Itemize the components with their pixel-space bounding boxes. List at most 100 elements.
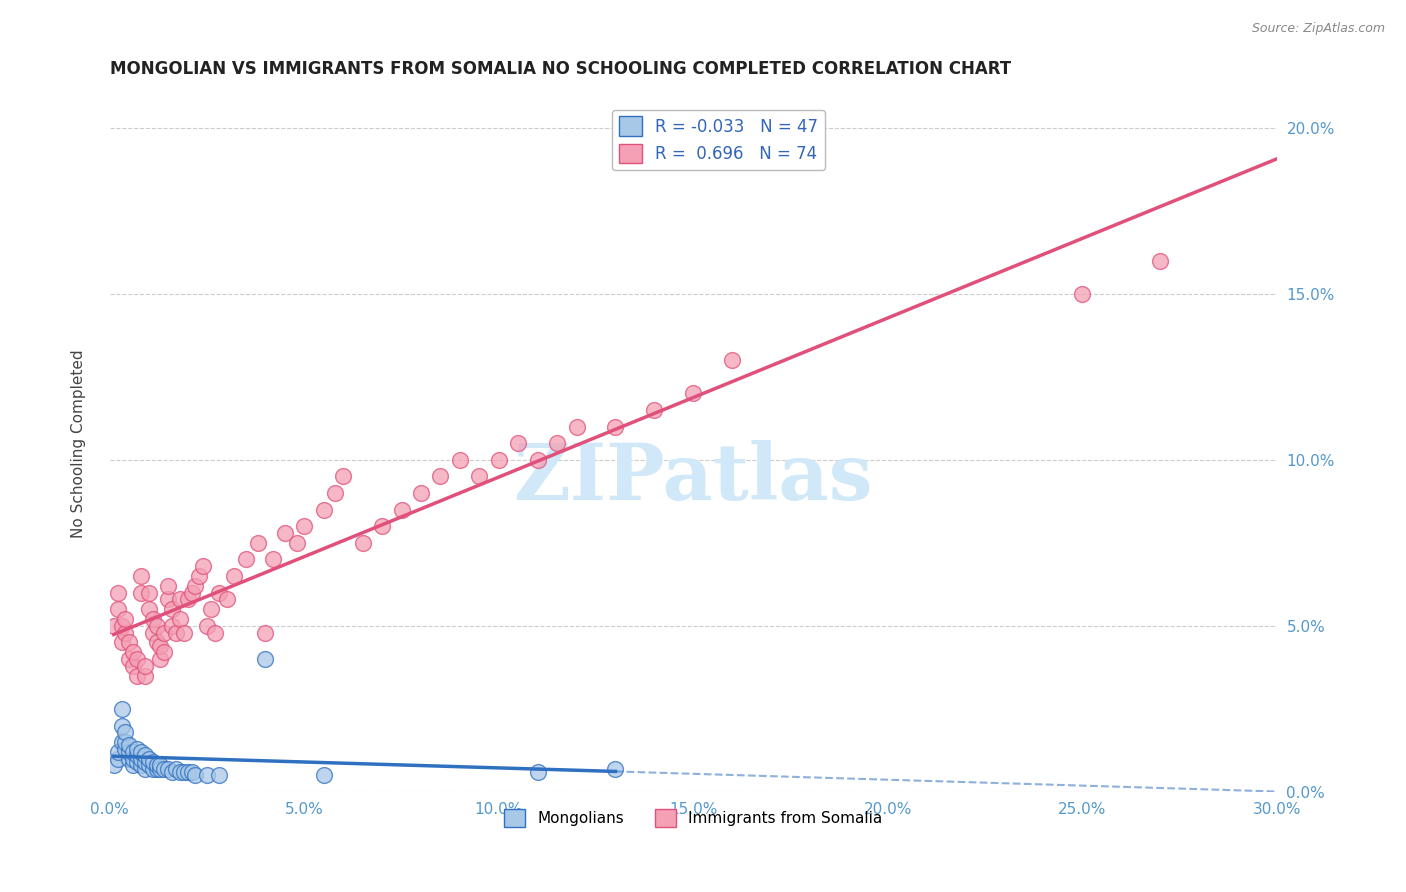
Point (1149, 253, 1171, 268)
Point (546, 436, 568, 450)
Point (204, 625, 226, 640)
Point (332, 469, 354, 483)
Text: ZIPatlas: ZIPatlas (513, 440, 873, 516)
Point (134, 762, 156, 776)
Point (138, 752, 160, 766)
Point (142, 625, 165, 640)
Point (153, 645, 176, 659)
Point (134, 669, 156, 683)
Point (215, 592, 238, 607)
Point (312, 768, 335, 782)
Point (605, 419, 627, 434)
Point (173, 625, 195, 640)
Point (160, 602, 183, 616)
Point (125, 652, 148, 666)
Point (118, 635, 141, 649)
Point (195, 619, 218, 633)
Point (449, 452, 471, 467)
Point (122, 758, 145, 772)
Point (142, 762, 165, 776)
Point (224, 569, 246, 583)
Point (138, 758, 160, 772)
Point (114, 735, 136, 749)
Point (145, 762, 167, 776)
Point (157, 762, 180, 776)
Point (429, 469, 451, 483)
Point (262, 552, 284, 566)
Point (129, 745, 152, 759)
Point (110, 735, 132, 749)
Point (125, 748, 148, 763)
Point (157, 592, 180, 607)
Text: Source: ZipAtlas.com: Source: ZipAtlas.com (1251, 22, 1385, 36)
Point (149, 758, 172, 772)
Point (118, 739, 141, 753)
Point (488, 452, 510, 467)
Point (129, 758, 152, 772)
Point (153, 762, 176, 776)
Point (157, 579, 180, 593)
Point (153, 625, 176, 640)
Point (114, 725, 136, 739)
Point (208, 585, 231, 599)
Point (107, 585, 129, 599)
Point (173, 765, 195, 780)
Point (110, 702, 132, 716)
Point (149, 762, 172, 776)
Point (180, 585, 202, 599)
Point (110, 619, 132, 633)
Point (160, 765, 183, 780)
Point (409, 486, 432, 500)
Point (118, 745, 141, 759)
Point (188, 569, 211, 583)
Point (721, 353, 744, 368)
Point (184, 579, 207, 593)
Point (352, 536, 374, 550)
Point (138, 585, 160, 599)
Point (149, 652, 172, 666)
Point (169, 592, 191, 607)
Point (122, 658, 145, 673)
Point (565, 419, 588, 434)
Point (145, 635, 167, 649)
Point (110, 718, 132, 732)
Legend: Mongolians, Immigrants from Somalia: Mongolians, Immigrants from Somalia (498, 804, 889, 833)
Point (643, 403, 665, 417)
Point (391, 502, 413, 516)
Point (129, 752, 152, 766)
Point (526, 452, 548, 467)
Point (138, 602, 160, 616)
Point (169, 765, 191, 780)
Point (107, 602, 129, 616)
Point (118, 652, 141, 666)
Point (176, 592, 198, 607)
Point (122, 645, 145, 659)
Point (195, 768, 218, 782)
Point (682, 386, 704, 401)
Point (312, 502, 335, 516)
Point (605, 762, 627, 776)
Point (122, 745, 145, 759)
Point (103, 758, 125, 772)
Point (254, 625, 277, 640)
Point (246, 536, 269, 550)
Point (149, 639, 172, 653)
Point (325, 486, 347, 500)
Point (125, 755, 148, 769)
Point (110, 635, 132, 649)
Point (176, 765, 198, 780)
Point (145, 758, 167, 772)
Point (134, 748, 156, 763)
Point (134, 755, 156, 769)
Point (114, 741, 136, 756)
Point (129, 585, 152, 599)
Point (184, 768, 207, 782)
Point (165, 762, 187, 776)
Point (180, 765, 202, 780)
Point (118, 752, 141, 766)
Point (526, 765, 548, 780)
Point (254, 652, 277, 666)
Point (1071, 286, 1094, 301)
Point (125, 669, 148, 683)
Point (200, 602, 222, 616)
